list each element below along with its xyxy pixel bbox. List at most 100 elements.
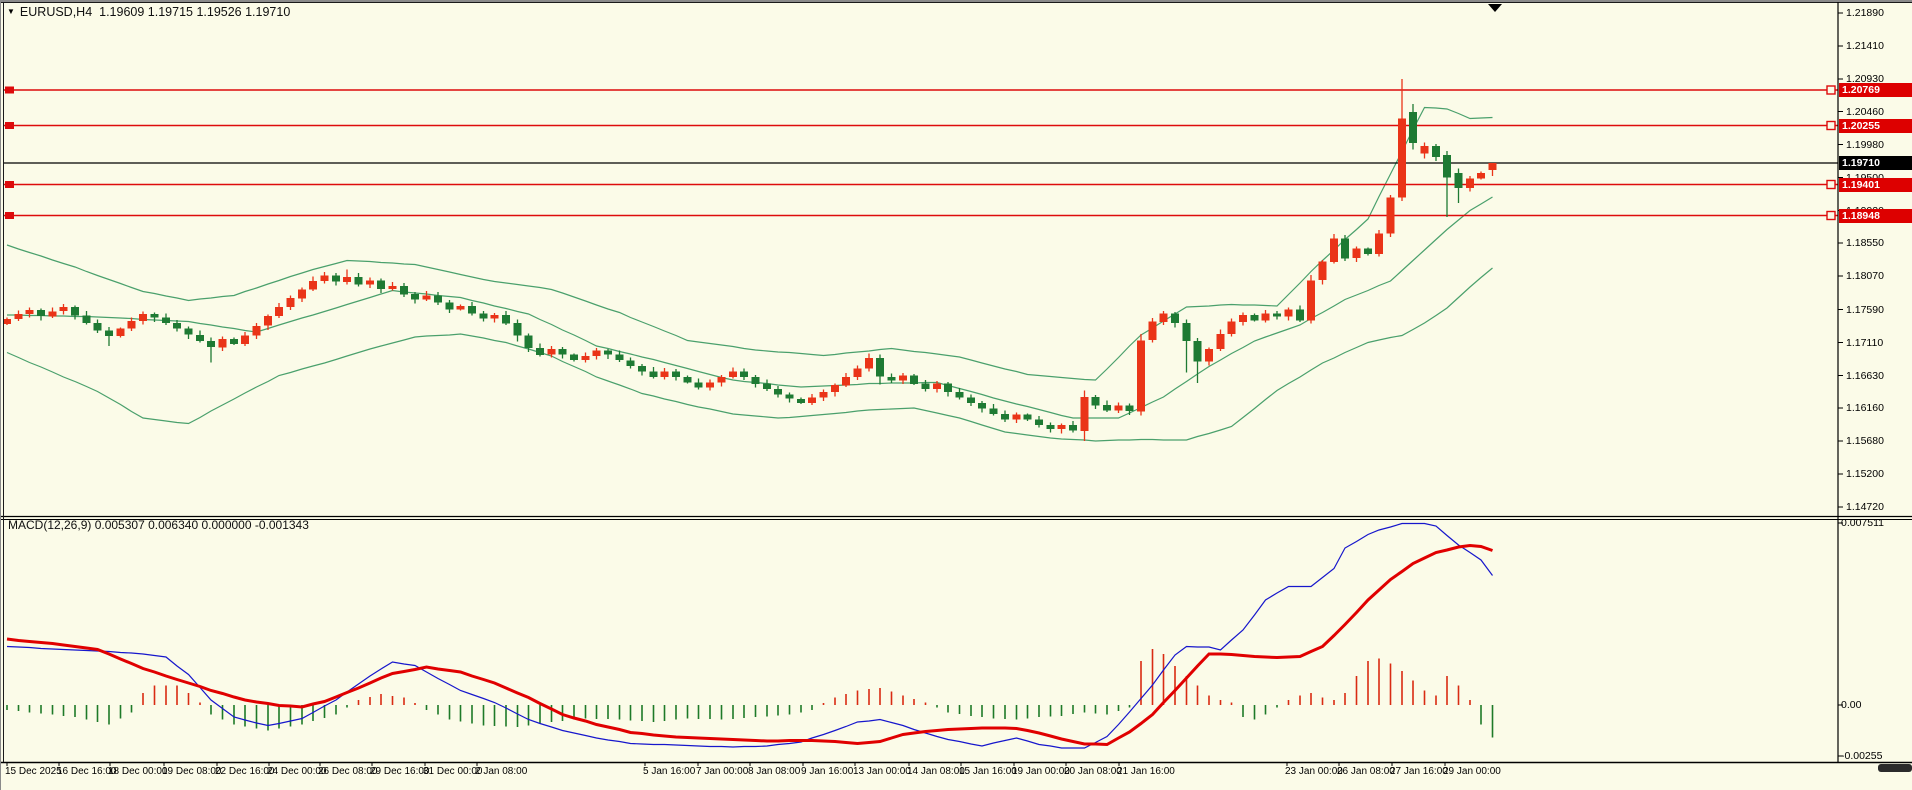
candle-body <box>1477 173 1485 179</box>
candle-body <box>797 399 805 403</box>
candle-body <box>819 392 828 398</box>
time-tick-label: 24 Dec 00:00 <box>267 766 327 777</box>
macd-tick-label: 0.007511 <box>1841 517 1885 529</box>
line-handle-left[interactable] <box>5 212 14 219</box>
time-tick-label: 31 Dec 00:00 <box>423 766 483 777</box>
price-level-tag: 1.20769 <box>1839 83 1912 97</box>
candle-body <box>1284 309 1293 317</box>
time-tick-label: 26 Dec 08:00 <box>318 766 378 777</box>
price-level-tag: 1.18948 <box>1839 208 1912 223</box>
candle-body <box>48 311 57 317</box>
candle-body <box>547 349 556 355</box>
line-handle-left[interactable] <box>5 86 14 94</box>
candle-body <box>1488 163 1497 170</box>
price-tick-label: 1.20460 <box>1846 105 1884 118</box>
candle-body <box>116 328 125 336</box>
candle-body <box>1114 405 1123 411</box>
window-top-border <box>0 0 1912 2</box>
macd-indicator-label: MACD(12,26,9) 0.005307 0.006340 0.000000… <box>8 518 309 532</box>
candle-body <box>910 375 918 384</box>
candle-body <box>740 371 748 377</box>
last-bar-marker-icon <box>1488 4 1502 12</box>
candle-body <box>1091 397 1100 406</box>
candle-body <box>933 383 941 389</box>
price-tick-label: 1.18070 <box>1846 270 1884 282</box>
corner-grip[interactable] <box>1878 764 1912 772</box>
line-handle-right[interactable] <box>1826 179 1836 190</box>
candle-body <box>1307 280 1315 321</box>
price-tick-label: 1.21410 <box>1846 40 1884 52</box>
candle-body <box>241 335 249 344</box>
candle-body <box>592 350 601 356</box>
price-tick-label: 1.17590 <box>1846 303 1884 316</box>
time-tick-label: 22 Dec 16:00 <box>215 766 275 777</box>
candle-body <box>660 371 669 377</box>
line-handle-left[interactable] <box>5 122 14 129</box>
symbol-label: EURUSD,H4 <box>19 5 93 19</box>
candle-body <box>1273 313 1281 317</box>
time-tick-label: 13 Jan 00:00 <box>853 766 911 777</box>
candle-body <box>218 339 227 348</box>
candle-body <box>1193 341 1202 362</box>
candle-body <box>445 302 454 310</box>
candle-body <box>1454 173 1463 188</box>
bollinger-lower-band <box>6 267 1493 442</box>
candle-body <box>1148 321 1157 340</box>
candle-body <box>1409 112 1417 143</box>
candle-body <box>468 306 476 314</box>
macd-tick-label: -0.00255 <box>1841 750 1883 762</box>
candle-body <box>1341 238 1349 259</box>
candle-body <box>717 377 726 383</box>
candle-body <box>343 277 351 282</box>
line-handle-right[interactable] <box>1826 210 1836 221</box>
time-tick-label: 29 Dec 16:00 <box>370 766 430 777</box>
candle-body <box>127 321 136 329</box>
price-level-tag: 1.20255 <box>1839 118 1912 133</box>
horizontal-lines[interactable] <box>3 85 1838 221</box>
candle-body <box>1046 425 1055 429</box>
macd-indicator <box>6 522 1494 749</box>
candle-body <box>581 356 590 360</box>
time-tick-label: 27 Jan 16:00 <box>1390 766 1448 777</box>
candle-body <box>774 389 782 395</box>
candle-body <box>286 298 295 307</box>
candle-body <box>808 397 816 403</box>
time-tick-label: 20 Jan 08:00 <box>1064 766 1122 777</box>
candle-body <box>785 394 794 399</box>
candle-body <box>264 316 272 326</box>
candle-body <box>1443 155 1451 178</box>
candle-body <box>139 314 147 321</box>
candle-body <box>14 314 23 319</box>
candle-body <box>842 377 850 386</box>
price-tick-label: 1.21890 <box>1846 7 1884 19</box>
candle-body <box>456 306 465 310</box>
chevron-down-icon[interactable]: ▼ <box>7 7 15 16</box>
candle-body <box>1296 309 1304 321</box>
candle-body <box>1466 178 1474 188</box>
candle-body <box>638 366 646 372</box>
candle-body <box>649 371 658 377</box>
time-tick-label: 14 Jan 08:00 <box>907 766 965 777</box>
bid-price-tag: 1.19710 <box>1839 156 1912 170</box>
candle-body <box>173 323 181 329</box>
candle-body <box>1159 313 1168 322</box>
candle-body <box>865 358 873 369</box>
candle-body <box>1103 405 1111 411</box>
candle-body <box>162 317 170 323</box>
candle-body <box>899 375 907 381</box>
line-handle-left[interactable] <box>5 181 14 188</box>
candle-body <box>1023 414 1032 420</box>
bollinger-bands <box>6 106 1493 442</box>
price-tick-label: 1.17110 <box>1846 336 1884 349</box>
candle-body <box>1239 315 1247 322</box>
candle-body <box>853 368 862 377</box>
candle-body <box>502 315 510 324</box>
line-handle-right[interactable] <box>1826 120 1836 131</box>
candle-body <box>1035 419 1043 425</box>
time-tick-label: 26 Jan 08:00 <box>1337 766 1395 777</box>
macd-tick-label: 0.00 <box>1841 699 1862 711</box>
candle-body <box>876 358 884 377</box>
line-handle-right[interactable] <box>1826 85 1836 95</box>
candle-body <box>1398 118 1406 198</box>
